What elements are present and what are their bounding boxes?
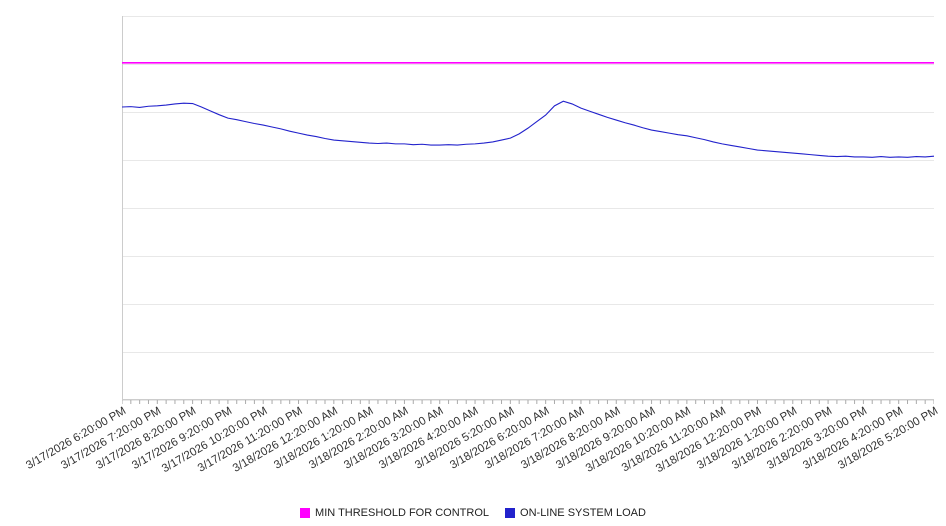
x-axis-label: 3/17/2026 11:20:00 PM bbox=[195, 405, 305, 475]
x-axis-label: 3/18/2026 4:20:00 PM bbox=[800, 405, 905, 472]
x-axis-label: 3/17/2026 9:20:00 PM bbox=[129, 405, 234, 472]
legend-item-min-threshold[interactable]: MIN THRESHOLD FOR CONTROL bbox=[300, 507, 489, 519]
x-axis-label: 3/18/2026 1:20:00 AM bbox=[271, 405, 376, 472]
x-axis-label: 3/17/2026 7:20:00 PM bbox=[59, 405, 164, 472]
x-axis-label: 3/18/2026 3:20:00 PM bbox=[765, 405, 870, 472]
x-axis-label: 3/17/2026 6:20:00 PM bbox=[23, 405, 128, 472]
x-axis-labels: 3/17/2026 6:20:00 PM 3/17/2026 7:20:00 PM… bbox=[24, 403, 940, 498]
x-axis-label: 3/18/2026 2:20:00 PM bbox=[730, 405, 835, 472]
x-axis-label: 3/18/2026 10:20:00 AM bbox=[583, 405, 693, 475]
legend-label-min-threshold: MIN THRESHOLD FOR CONTROL bbox=[315, 507, 490, 519]
system-load-line bbox=[122, 100, 934, 158]
online-load-swatch-icon bbox=[505, 508, 516, 518]
x-axis-label: 3/18/2026 7:20:00 AM bbox=[483, 405, 587, 472]
x-axis-label: 3/18/2026 11:20:00 AM bbox=[619, 405, 729, 475]
legend-label-online-load: ON-LINE SYSTEM LOAD bbox=[520, 507, 646, 519]
chart-canvas[interactable] bbox=[122, 16, 934, 405]
x-axis-label: 3/18/2026 5:20:00 PM bbox=[835, 405, 940, 472]
x-axis-label: 3/17/2026 8:20:00 PM bbox=[94, 405, 199, 472]
x-axis-label: 3/18/2026 4:20:00 AM bbox=[377, 405, 481, 472]
x-axis-label: 3/18/2026 6:20:00 AM bbox=[448, 405, 552, 472]
x-axis-label: 3/18/2026 12:20:00 AM bbox=[230, 405, 340, 475]
x-axis-label: 3/18/2026 9:20:00 AM bbox=[554, 405, 658, 472]
x-axis-label: 3/18/2026 8:20:00 AM bbox=[518, 405, 623, 472]
x-axis-label: 3/18/2026 3:20:00 AM bbox=[342, 405, 446, 472]
min-threshold-swatch-icon bbox=[300, 508, 311, 518]
legend-item-online-load[interactable]: ON-LINE SYSTEM LOAD bbox=[505, 507, 646, 519]
x-axis-label: 3/18/2026 12:20:00 PM bbox=[653, 405, 764, 476]
x-axis-label: 3/18/2026 2:20:00 AM bbox=[306, 405, 411, 472]
x-axis-label: 3/18/2026 5:20:00 AM bbox=[412, 405, 517, 472]
x-axis-label: 3/17/2026 10:20:00 PM bbox=[159, 405, 270, 476]
legend: MIN THRESHOLD FOR CONTROL ON-LINE SYSTEM… bbox=[0, 507, 946, 519]
x-axis-label: 3/18/2026 1:20:00 PM bbox=[694, 405, 799, 472]
